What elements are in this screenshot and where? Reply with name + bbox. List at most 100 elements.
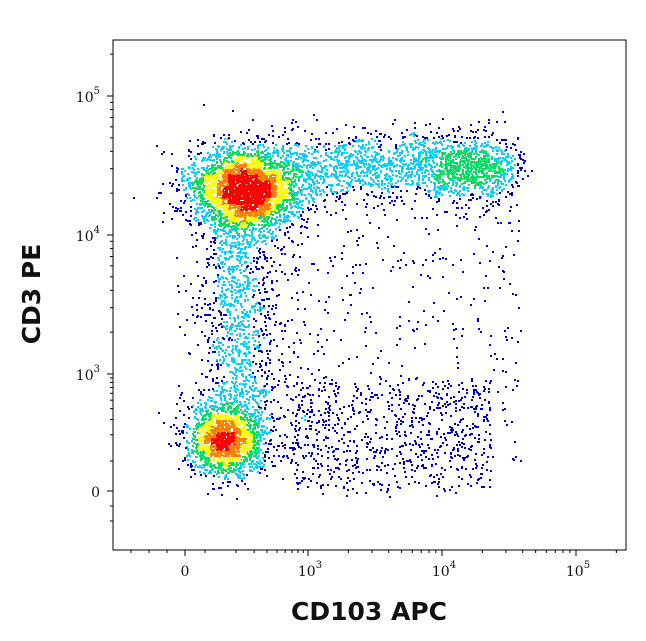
event-dot — [225, 440, 227, 442]
event-dot — [257, 135, 259, 137]
event-dot — [214, 209, 216, 211]
event-dot — [270, 401, 272, 403]
event-dot — [228, 179, 230, 181]
event-dot — [231, 177, 233, 179]
event-dot — [213, 159, 215, 161]
event-dot — [230, 179, 232, 181]
event-dot — [282, 177, 284, 179]
event-dot — [265, 140, 267, 142]
event-dot — [196, 309, 198, 311]
event-dot — [234, 173, 236, 175]
event-dot — [262, 159, 264, 161]
event-dot — [223, 445, 225, 447]
event-dot — [214, 229, 216, 231]
event-dot — [266, 216, 268, 218]
event-dot — [206, 175, 208, 177]
event-dot — [233, 227, 235, 229]
event-dot — [246, 132, 248, 134]
event-dot — [248, 169, 250, 171]
event-dot — [291, 206, 293, 208]
event-dot — [278, 197, 280, 199]
event-dot — [207, 446, 209, 448]
event-dot — [183, 175, 185, 177]
event-dot — [249, 369, 251, 371]
event-dot — [231, 141, 233, 143]
event-dot — [276, 163, 278, 165]
event-dot — [226, 178, 228, 180]
event-dot — [265, 212, 267, 214]
event-dot — [308, 209, 310, 211]
event-dot — [223, 159, 225, 161]
event-dot — [256, 212, 258, 214]
event-dot — [202, 237, 204, 239]
event-dot — [187, 406, 189, 408]
event-dot — [237, 389, 239, 391]
event-dot — [243, 419, 245, 421]
event-dot — [226, 160, 228, 162]
event-dot — [251, 161, 253, 163]
event-dot — [205, 427, 207, 429]
event-dot — [245, 390, 247, 392]
event-dot — [249, 428, 251, 430]
event-dot — [196, 209, 198, 211]
event-dot — [226, 180, 228, 182]
event-dot — [274, 192, 276, 194]
event-dot — [252, 192, 254, 194]
event-dot — [264, 203, 266, 205]
event-dot — [252, 143, 254, 145]
event-dot — [280, 191, 282, 193]
event-dot — [282, 202, 284, 204]
event-dot — [201, 307, 203, 309]
event-dot — [213, 488, 215, 490]
event-dot — [279, 223, 281, 225]
event-dot — [222, 185, 224, 187]
event-dot — [233, 411, 235, 413]
event-dot — [267, 187, 269, 189]
event-dot — [264, 154, 266, 156]
event-dot — [265, 394, 267, 396]
event-dot — [192, 167, 194, 169]
event-dot — [209, 420, 211, 422]
event-dot — [254, 170, 256, 172]
event-dot — [224, 420, 226, 422]
event-dot — [255, 156, 257, 158]
event-dot — [253, 260, 255, 262]
event-dot — [190, 200, 192, 202]
event-dot — [279, 200, 281, 202]
event-dot — [193, 169, 195, 171]
event-dot — [241, 451, 243, 453]
event-dot — [287, 215, 289, 217]
event-dot — [258, 224, 260, 226]
event-dot — [217, 190, 219, 192]
event-dot — [246, 189, 248, 191]
event-dot — [285, 195, 287, 197]
event-dot — [190, 206, 192, 208]
event-dot — [176, 427, 178, 429]
event-dot — [261, 209, 263, 211]
event-dot — [221, 182, 223, 184]
event-dot — [217, 435, 219, 437]
event-dot — [271, 125, 273, 127]
event-dot — [267, 147, 269, 149]
event-dot — [217, 460, 219, 462]
event-dot — [228, 221, 230, 223]
event-dot — [172, 183, 174, 185]
event-dot — [213, 201, 215, 203]
event-dot — [202, 417, 204, 419]
event-dot — [282, 184, 284, 186]
event-dot — [176, 190, 178, 192]
event-dot — [231, 171, 233, 173]
event-dot — [193, 438, 195, 440]
event-dot — [211, 420, 213, 422]
event-dot — [239, 430, 241, 432]
event-dot — [217, 193, 219, 195]
event-dot — [222, 356, 224, 358]
event-dot — [238, 192, 240, 194]
event-dot — [254, 182, 256, 184]
event-dot — [224, 397, 226, 399]
event-dot — [222, 420, 224, 422]
event-dot — [199, 411, 201, 413]
event-dot — [254, 184, 256, 186]
event-dot — [214, 237, 216, 239]
event-dot — [206, 432, 208, 434]
